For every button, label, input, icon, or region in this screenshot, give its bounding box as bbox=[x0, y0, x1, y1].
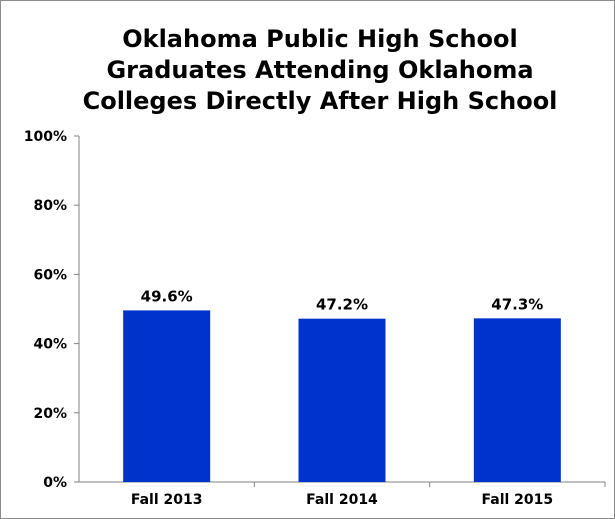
y-tick-label: 60% bbox=[33, 267, 67, 283]
y-tick-label: 0% bbox=[43, 475, 67, 491]
chart-title: Oklahoma Public High School Graduates At… bbox=[40, 24, 600, 117]
data-label: 49.6% bbox=[141, 287, 193, 305]
data-label: 47.3% bbox=[491, 295, 543, 313]
y-tick-label: 100% bbox=[24, 129, 67, 145]
bar bbox=[298, 318, 386, 482]
chart-title-line-3: Colleges Directly After High School bbox=[82, 87, 558, 115]
chart-title-line-1: Oklahoma Public High School bbox=[122, 25, 518, 53]
x-tick-label: Fall 2015 bbox=[482, 492, 554, 508]
chart-title-line-2: Graduates Attending Oklahoma bbox=[106, 56, 534, 84]
bar bbox=[473, 318, 561, 482]
y-tick-label: 20% bbox=[33, 406, 67, 422]
bar bbox=[123, 310, 211, 482]
x-tick-label: Fall 2014 bbox=[306, 492, 378, 508]
y-tick-label: 40% bbox=[33, 337, 67, 353]
x-tick-label: Fall 2013 bbox=[131, 492, 203, 508]
data-label: 47.2% bbox=[316, 296, 368, 314]
y-tick-label: 80% bbox=[33, 198, 67, 214]
